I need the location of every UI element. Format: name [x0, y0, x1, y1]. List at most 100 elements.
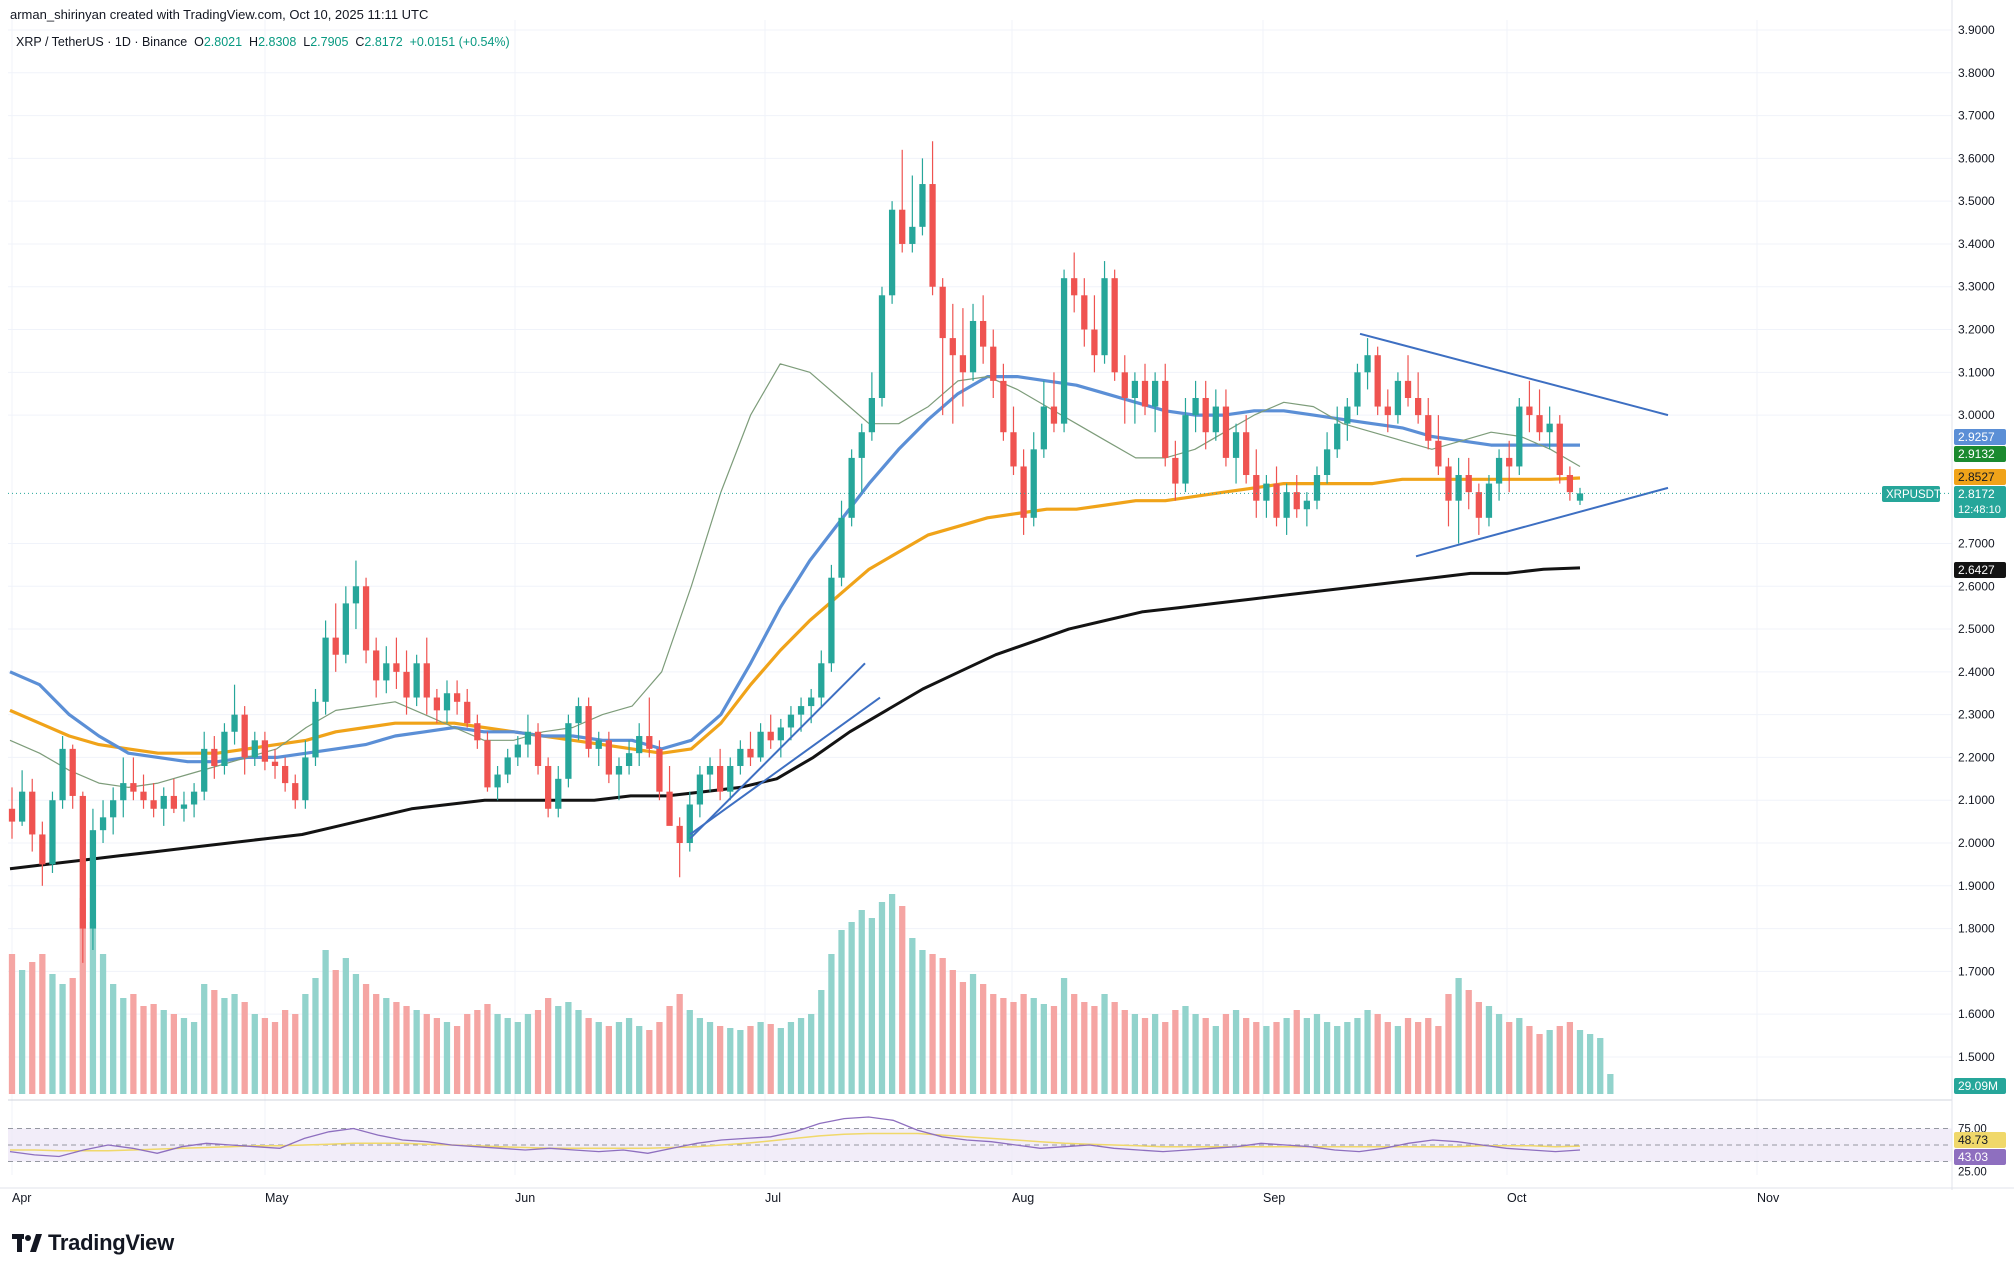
- candle-body: [484, 740, 491, 788]
- candle-body: [1445, 466, 1452, 501]
- price-tick-label: 1.5000: [1958, 1050, 1995, 1064]
- volume-bar: [706, 1022, 714, 1094]
- candle-body: [443, 693, 451, 711]
- volume-bar: [110, 984, 117, 1094]
- symbol-label[interactable]: XRP / TetherUS · 1D · Binance: [16, 35, 188, 49]
- volume-bar: [453, 1026, 461, 1094]
- price-tick-label: 3.2000: [1958, 323, 1995, 337]
- volume-bar: [909, 938, 916, 1094]
- volume-bar: [373, 994, 380, 1094]
- high-value: 2.8308: [258, 35, 297, 49]
- candlesticks: [8, 141, 1584, 963]
- close-value: 2.8172: [364, 35, 403, 49]
- volume-bar: [575, 1010, 582, 1094]
- candle-body: [595, 740, 602, 749]
- volume-bar: [494, 1014, 501, 1094]
- volume-bar: [403, 1006, 410, 1094]
- candle-body: [686, 804, 693, 844]
- volume-bar: [1415, 1022, 1422, 1094]
- trendlines[interactable]: [8, 332, 1952, 840]
- tradingview-logo[interactable]: TradingView: [12, 1230, 174, 1256]
- tradingview-logo-icon: [12, 1234, 42, 1252]
- candle-body: [1425, 415, 1432, 441]
- volume-bar: [1303, 1018, 1311, 1094]
- price-tick-label: 1.9000: [1958, 879, 1995, 893]
- candle-body: [89, 830, 97, 929]
- candle-body: [980, 320, 987, 347]
- volume-bar: [1607, 1074, 1614, 1094]
- candle-body: [1222, 406, 1230, 458]
- candle-body: [949, 338, 956, 356]
- volume-bar: [1212, 1026, 1219, 1094]
- volume-bar: [777, 1028, 784, 1094]
- candle-body: [241, 714, 248, 758]
- candle-body: [969, 320, 977, 373]
- candle-body: [666, 791, 673, 826]
- triangle-upper-trendline[interactable]: [1359, 332, 1669, 417]
- candle-body: [1212, 406, 1219, 433]
- volume-bar: [1010, 1002, 1017, 1094]
- candle-body: [1162, 380, 1169, 458]
- candle-body: [1435, 440, 1442, 467]
- current-symbol: XRPUSDT: [1886, 489, 1941, 501]
- badge-sma50: 2.9257: [1958, 430, 1995, 444]
- candle-body: [919, 184, 926, 227]
- candle-body: [1516, 406, 1523, 467]
- candle-body: [959, 355, 967, 373]
- volume-bar: [342, 958, 349, 1094]
- candle-body: [231, 714, 238, 732]
- volume-bar: [1536, 1034, 1543, 1094]
- channel-upper-trendline[interactable]: [689, 662, 866, 840]
- candle-body: [1111, 278, 1118, 373]
- badge-rsi-bg: [1954, 1149, 2006, 1165]
- volume-bar: [292, 1014, 299, 1094]
- time-tick-label: Jul: [765, 1191, 781, 1205]
- price-tick-label: 3.6000: [1958, 151, 1995, 165]
- volume-bar: [646, 1030, 653, 1094]
- rsi-tick-label: 25.00: [1958, 1167, 1987, 1179]
- price-tick-label: 3.4000: [1958, 237, 1995, 251]
- candle-body: [281, 765, 289, 784]
- candle-body: [716, 765, 724, 792]
- volume-bar: [686, 1010, 693, 1094]
- candle-body: [737, 748, 744, 766]
- badge-sma20: 2.9132: [1958, 447, 1995, 461]
- candle-body: [1081, 295, 1088, 330]
- candle-body: [1313, 475, 1321, 501]
- candle-body: [990, 346, 997, 381]
- volume-bar: [990, 994, 997, 1094]
- candle-body: [1546, 423, 1553, 433]
- candle-body: [1101, 278, 1108, 356]
- candle-body: [170, 795, 177, 809]
- candle-body: [99, 817, 107, 831]
- candle-body: [403, 671, 410, 698]
- candle-body: [39, 834, 46, 865]
- volume-bar: [676, 994, 683, 1094]
- candle-body: [1010, 432, 1017, 467]
- candle-body: [1576, 493, 1584, 501]
- candle-body: [1374, 355, 1381, 407]
- volume-bar: [1141, 1018, 1149, 1094]
- volume-bar: [636, 1026, 643, 1094]
- volume-bar: [524, 1014, 532, 1094]
- volume-bar: [808, 1014, 815, 1094]
- volume-bar: [413, 1010, 420, 1094]
- channel-lower-trendline[interactable]: [689, 696, 881, 836]
- price-tick-label: 2.7000: [1958, 536, 1995, 550]
- open-value: 2.8021: [203, 35, 243, 49]
- volume-bar: [170, 1014, 177, 1094]
- triangle-lower-trendline[interactable]: [1415, 486, 1669, 558]
- volume-bar: [949, 970, 956, 1094]
- time-tick-label: Oct: [1507, 1191, 1527, 1205]
- candle-body: [130, 783, 137, 792]
- candle-body: [1536, 415, 1543, 433]
- chart-credit: arman_shirinyan created with TradingView…: [10, 7, 429, 22]
- candle-body: [383, 663, 390, 681]
- volume-bar: [1597, 1038, 1604, 1094]
- candle-body: [615, 765, 623, 775]
- price-tick-label: 3.7000: [1958, 109, 1995, 123]
- symbol-ohlc-line[interactable]: XRP / TetherUS · 1D · Binance O2.8021 H2…: [16, 35, 510, 49]
- price-tick-label: 1.7000: [1958, 964, 1995, 978]
- volume-bar: [69, 978, 76, 1094]
